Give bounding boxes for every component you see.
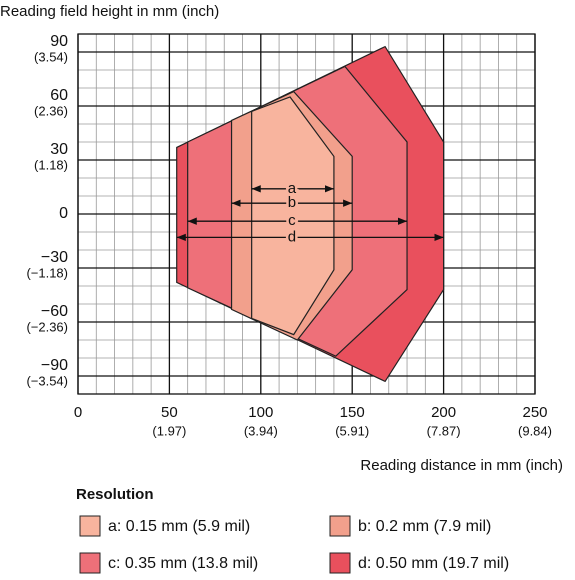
- x-tick-sublabel: (1.97): [152, 423, 186, 438]
- legend-swatch: [329, 552, 351, 574]
- y-tick-sublabel: (−1.18): [26, 265, 68, 280]
- legend-swatch: [79, 515, 101, 537]
- legend-swatch: [329, 515, 351, 537]
- x-tick-sublabel: (9.84): [518, 423, 552, 438]
- legend-label: b: 0.2 mm (7.9 mil): [358, 518, 491, 535]
- y-tick-sublabel: (3.54): [34, 49, 68, 64]
- reading-field-region: [251, 96, 335, 336]
- x-axis-label: Reading distance in mm (inch): [360, 457, 563, 474]
- y-tick-label: 30: [50, 141, 68, 158]
- range-label: a: [288, 180, 297, 197]
- x-tick-label: 150: [340, 404, 365, 421]
- legend-label: c: 0.35 mm (13.8 mil): [108, 555, 258, 572]
- x-tick-label: 200: [431, 404, 456, 421]
- range-label: b: [288, 194, 296, 211]
- y-tick-sublabel: (−2.36): [26, 319, 68, 334]
- legend-label: d: 0.50 mm (19.7 mil): [358, 555, 509, 572]
- legend-label: a: 0.15 mm (5.9 mil): [108, 518, 250, 535]
- range-label: d: [288, 228, 296, 245]
- legend-swatch: [79, 552, 101, 574]
- y-tick-sublabel: (−3.54): [26, 373, 68, 388]
- legend-title: Resolution: [76, 486, 154, 503]
- y-tick-label: 90: [50, 33, 68, 50]
- y-tick-label: −30: [41, 249, 68, 266]
- y-tick-label: −60: [41, 303, 68, 320]
- x-tick-sublabel: (5.91): [335, 423, 369, 438]
- y-tick-label: −90: [41, 357, 68, 374]
- x-tick-sublabel: (3.94): [244, 423, 278, 438]
- x-tick-label: 100: [248, 404, 273, 421]
- y-tick-sublabel: (2.36): [34, 103, 68, 118]
- regions: [176, 45, 445, 383]
- x-tick-label: 50: [161, 404, 178, 421]
- y-tick-label: 0: [59, 205, 68, 222]
- x-tick-label: 250: [522, 404, 547, 421]
- chart-title: Reading field height in mm (inch): [0, 3, 219, 20]
- foreground: a a: 0.15 mm (5.9 mil) b b: 0.2 mm (7.9 mil…: [79, 177, 509, 574]
- plot-frame: [77, 33, 536, 395]
- x-tick-sublabel: (7.87): [427, 423, 461, 438]
- y-tick-label: 60: [50, 87, 68, 104]
- x-tick-label: 0: [74, 404, 82, 421]
- y-tick-sublabel: (1.18): [34, 157, 68, 172]
- range-label: c: [288, 212, 296, 229]
